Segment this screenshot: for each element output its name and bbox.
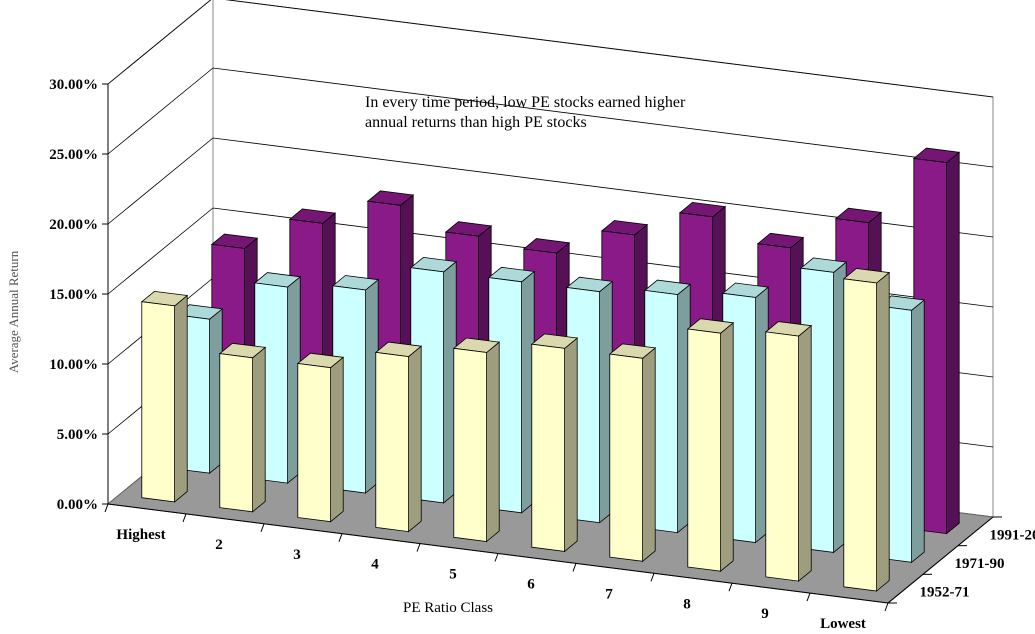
x-tick-mark [416, 543, 421, 552]
bar [608, 343, 657, 563]
x-tick-mark [260, 523, 265, 532]
gridline [107, 137, 994, 238]
bar-side [720, 321, 734, 573]
series-label: 1991-2001 [990, 527, 1035, 543]
bar-side [911, 299, 925, 564]
x-axis-title: PE Ratio Class [403, 600, 493, 616]
bars-group [140, 147, 961, 592]
bar [140, 290, 189, 503]
category-label: Highest [116, 527, 165, 543]
bar-front [375, 351, 410, 533]
bar [530, 333, 579, 553]
x-axis: Highest 2 3 4 5 6 7 8 9 Lowest [104, 503, 889, 632]
x-tick-mark [338, 533, 343, 542]
bar-side [174, 294, 188, 503]
series-depth-axis: 1952-71 1971-90 1991-2001 [887, 516, 1035, 604]
y-axis-title: Average Annual Return [6, 250, 21, 373]
y-tick-label: 25.00% [49, 147, 98, 163]
bar-side [798, 324, 812, 582]
bar-front [765, 331, 799, 582]
bar-front [531, 343, 565, 552]
bar-side [946, 151, 960, 535]
x-tick-mark [884, 602, 889, 612]
category-label: Lowest [820, 616, 866, 632]
bar [374, 341, 423, 533]
gridline [107, 0, 994, 98]
bar-front [609, 353, 643, 562]
category-label: 9 [761, 606, 769, 622]
x-tick-mark [650, 573, 655, 582]
bar [686, 318, 735, 573]
y-tick-label: 30.00% [49, 77, 98, 93]
annotation-line-1: In every time period, low PE stocks earn… [365, 94, 686, 111]
x-tick-mark [104, 503, 109, 513]
category-label: 8 [683, 596, 691, 612]
annotation-line-2: annual returns than high PE stocks [365, 114, 587, 131]
y-tick-label: 0.00% [57, 497, 98, 513]
bar-side [486, 341, 500, 543]
bar-front [141, 301, 176, 503]
bar-side [408, 345, 422, 533]
bar [452, 337, 501, 543]
category-label: 4 [371, 557, 379, 573]
category-label: 6 [527, 576, 535, 592]
x-tick-mark [494, 553, 499, 562]
bar-side [252, 346, 266, 513]
y-tick-label: 15.00% [49, 287, 98, 303]
x-tick-mark [806, 592, 811, 602]
bar-side [642, 347, 656, 563]
bar-front [843, 278, 877, 592]
bar [842, 268, 891, 592]
bar [218, 342, 267, 513]
series-label: 1971-90 [955, 556, 1005, 572]
y-tick-label: 5.00% [57, 427, 98, 443]
depth-axis-line [887, 516, 994, 604]
bar-front [453, 347, 488, 542]
bar-front [687, 328, 721, 572]
bar-side [330, 356, 344, 523]
bar-side [876, 271, 890, 592]
category-label: 5 [449, 567, 457, 583]
bar-front [297, 363, 332, 523]
gridline [107, 207, 994, 308]
y-tick-label: 10.00% [49, 357, 98, 373]
bar [764, 321, 813, 582]
y-axis: 0.00% 5.00% 10.00% 15.00% 20.00% 25.00% 30.00% [49, 77, 109, 513]
category-label: 7 [605, 586, 613, 602]
bar-side [564, 337, 578, 553]
category-label: 2 [215, 537, 223, 553]
y-tick-label: 20.00% [49, 217, 98, 233]
gridline [107, 67, 994, 168]
series-label: 1952-71 [920, 585, 970, 601]
category-label: 3 [293, 547, 301, 563]
bar [296, 352, 345, 523]
x-tick-mark [182, 513, 187, 523]
x-tick-mark [572, 563, 577, 572]
bar-front [219, 353, 254, 513]
x-tick-mark [728, 583, 733, 592]
